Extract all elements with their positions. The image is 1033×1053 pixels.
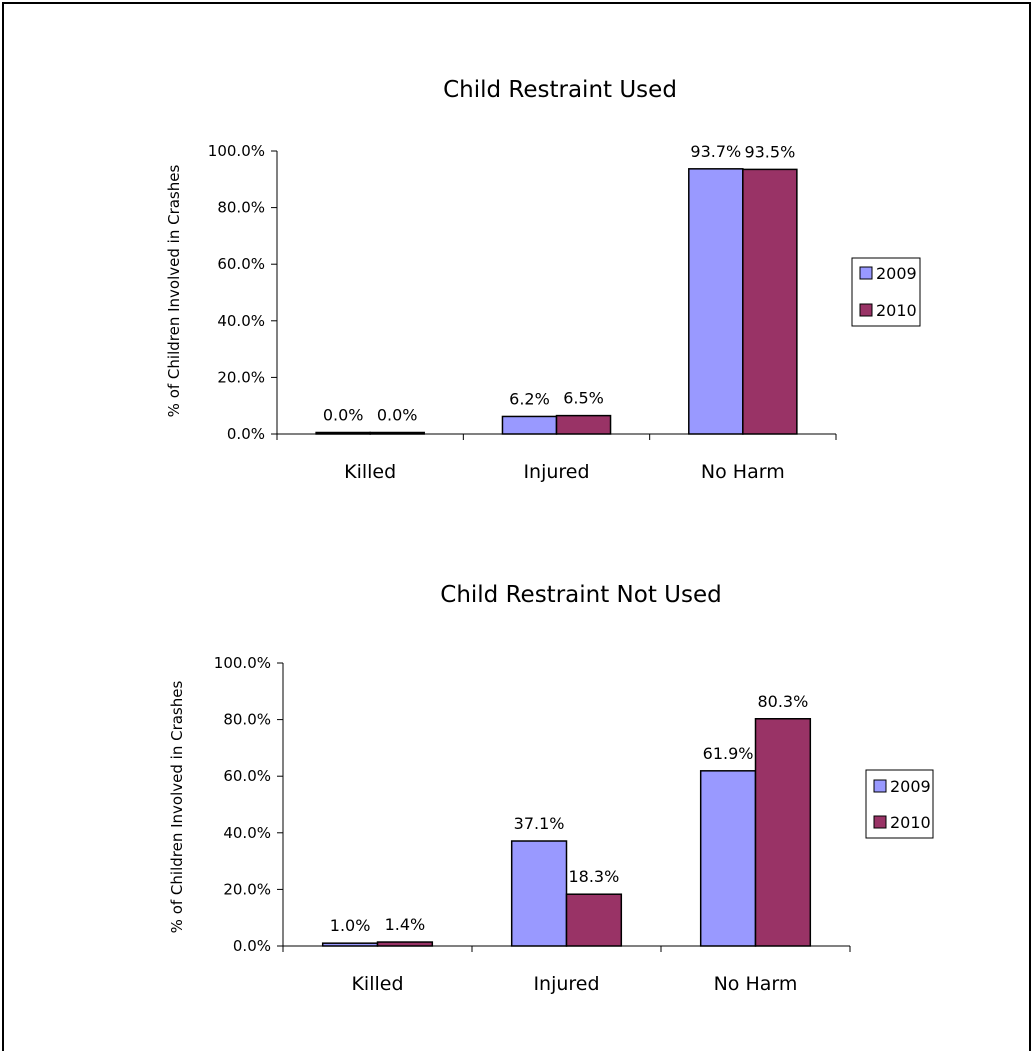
chart-child-restraint-used: Child Restraint Used % of Children Invol… [165,77,921,483]
legend-label-2010: 2010 [876,301,917,320]
bar-injured-2009 [510,840,568,947]
data-label: 1.0% [330,916,371,935]
x-category-label: Injured [523,461,589,483]
legend-swatch-2009 [873,779,887,793]
y-tick-label: 20.0% [217,368,265,386]
bar-killed-2009 [315,431,371,435]
data-label: 6.2% [509,389,550,408]
x-category-label: No Harm [714,973,798,995]
chart-title: Child Restraint Not Used [440,582,721,608]
plot-area: 0.0% 20.0% 40.0% 60.0% 80.0% 100.0% Killed 1.0%… [214,654,851,995]
legend-swatch-2010 [859,303,873,317]
y-tick-label: 80.0% [217,199,265,217]
data-label: 80.3% [757,692,808,711]
bar-killed-2010 [376,941,434,947]
chart-title: Child Restraint Used [443,77,677,103]
y-tick-label: 40.0% [217,312,265,330]
legend-label-2009: 2009 [876,264,917,283]
bar-injured-2010 [565,893,623,947]
x-category-label: Killed [344,461,396,483]
chart-child-restraint-not-used: Child Restraint Not Used % of Children I… [168,582,934,995]
bar-killed-2010 [369,431,425,435]
x-category-label: No Harm [701,461,785,483]
legend-label-2010: 2010 [890,813,931,832]
data-label: 18.3% [568,867,619,886]
legend-label-2009: 2009 [890,777,931,796]
legend: 2009 2010 [851,257,921,327]
data-label: 93.5% [744,142,795,161]
y-axis-label: % of Children Involved in Crashes [168,681,186,934]
bar-no-harm-2010 [742,168,798,435]
bar-no-harm-2009 [688,168,744,435]
y-tick-label: 0.0% [227,425,265,443]
y-tick-label: 100.0% [214,654,271,672]
data-label: 61.9% [703,744,754,763]
y-tick-label: 0.0% [233,937,271,955]
data-label: 93.7% [690,142,741,161]
y-tick-label: 60.0% [223,767,271,785]
y-tick-label: 40.0% [223,824,271,842]
data-label: 0.0% [323,406,364,425]
y-tick-label: 60.0% [217,255,265,273]
x-category-label: Killed [351,973,403,995]
bar-no-harm-2009 [699,770,757,947]
data-label: 37.1% [514,814,565,833]
data-label: 1.4% [385,915,426,934]
bar-killed-2009 [321,942,379,947]
y-tick-label: 80.0% [223,711,271,729]
bar-injured-2009 [501,415,558,435]
y-axis-label: % of Children Involved in Crashes [165,165,183,418]
y-tick-label: 100.0% [208,142,265,160]
plot-area: 0.0% 20.0% 40.0% 60.0% 80.0% 100.0% Killed 0.0%… [208,142,837,483]
bar-injured-2010 [555,414,612,435]
legend-swatch-2009 [859,266,873,280]
legend-swatch-2010 [873,815,887,829]
x-category-label: Injured [533,973,599,995]
legend: 2009 2010 [865,769,934,839]
data-label: 6.5% [563,389,604,408]
y-tick-label: 20.0% [223,880,271,898]
bar-no-harm-2010 [754,718,812,947]
data-label: 0.0% [377,406,418,425]
